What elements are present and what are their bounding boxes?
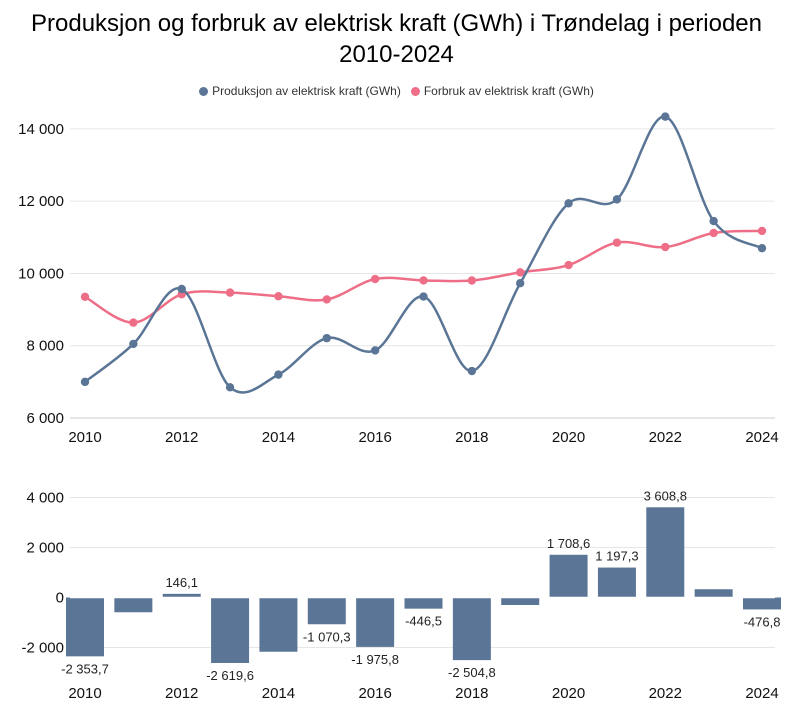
data-point-production [419,292,428,301]
data-point-production [709,216,718,226]
data-point-consumption [419,276,428,285]
bar-data-label: 3 608,8 [644,488,687,503]
data-point-consumption [322,295,331,304]
legend-item-consumption[interactable]: Forbruk av elektrisk kraft (GWh) [410,84,594,98]
data-point-production [129,339,138,349]
legend: Produksjon av elektrisk kraft (GWh) Forb… [0,84,793,98]
x-tick-label: 2024 [745,685,778,702]
data-point-consumption [225,288,235,297]
bar-data-label: -1 975,8 [351,652,399,667]
bar [211,597,250,663]
bar [404,597,443,609]
data-point-consumption [129,318,138,327]
x-tick-label: 2012 [165,685,198,702]
bar-data-label: -476,8 [744,614,781,629]
bar-data-label: -1 070,3 [303,629,351,644]
y-tick-label: 10 000 [18,265,64,282]
data-point-consumption [661,242,670,252]
x-tick-label: 2022 [649,429,682,446]
bar-chart [66,497,781,663]
data-point-consumption [80,292,90,302]
bar [646,507,685,598]
bar-data-label: 1 197,3 [595,549,638,564]
bar [259,597,298,652]
data-point-production [757,243,767,253]
bar [356,597,395,647]
bar [501,597,540,605]
data-point-production [322,333,331,343]
x-tick-label: 2018 [455,429,488,446]
data-point-production [177,284,186,294]
data-point-production [564,199,573,208]
data-point-consumption [564,260,573,270]
data-point-consumption [274,292,283,301]
data-point-production [467,366,477,376]
bar [694,589,733,598]
title-line-1: Produksjon og forbruk av elektrisk kraft… [31,10,762,37]
x-tick-label: 2014 [262,429,295,446]
data-point-consumption [709,228,718,238]
legend-label-production: Produksjon av elektrisk kraft (GWh) [212,84,401,98]
x-tick-label: 2016 [358,685,391,702]
x-tick-label: 2010 [68,429,101,446]
bar-data-label: -2 353,7 [61,661,109,676]
bar-data-label: -446,5 [405,614,442,629]
bar-data-label: -2 504,8 [448,665,496,680]
x-tick-label: 2014 [262,685,295,702]
legend-item-production[interactable]: Produksjon av elektrisk kraft (GWh) [199,84,401,98]
y-tick-label: 4 000 [26,490,64,507]
bar-data-label: 1 708,6 [547,536,590,551]
x-tick-label: 2022 [649,685,682,702]
bar [452,597,491,661]
x-tick-label: 2012 [165,429,198,446]
legend-marker-consumption [410,86,420,96]
legend-marker-production [199,86,209,96]
line-chart [70,112,775,419]
bar [66,597,104,657]
y-tick-label: 0 [56,590,64,607]
x-tick-label: 2010 [68,685,101,702]
y-tick-label: 14 000 [18,121,64,138]
bar [743,597,781,610]
bar [307,597,346,625]
y-tick-label: 12 000 [18,193,64,210]
data-point-production [80,377,90,387]
data-point-consumption [516,268,525,277]
y-tick-label: 2 000 [26,540,64,557]
bar [597,567,636,598]
bar [549,554,588,598]
data-point-consumption [370,274,380,284]
bar [114,597,153,613]
x-tick-label: 2020 [552,429,585,446]
y-tick-label: -2 000 [21,640,64,657]
y-tick-label: 6 000 [26,410,64,427]
x-tick-label: 2018 [455,685,488,702]
title-line-2: 2010-2024 [339,41,454,68]
data-point-consumption [612,238,622,247]
data-point-production [225,383,235,392]
data-point-production [661,112,670,121]
data-point-consumption [467,276,477,285]
chart-title: Produksjon og forbruk av elektrisk kraft… [0,8,793,70]
series-line-production [84,115,763,394]
data-point-production [274,370,283,379]
x-tick-label: 2016 [358,429,391,446]
y-tick-label: 8 000 [26,338,64,355]
x-tick-label: 2024 [745,429,778,446]
data-point-production [516,279,525,288]
data-point-consumption [757,226,767,236]
data-point-production [612,195,622,204]
x-tick-label: 2020 [552,685,585,702]
bar [162,593,201,598]
legend-label-consumption: Forbruk av elektrisk kraft (GWh) [423,84,594,98]
bar-data-label: -2 619,6 [206,668,254,683]
bar-data-label: 146,1 [165,575,198,590]
data-point-production [370,346,380,355]
